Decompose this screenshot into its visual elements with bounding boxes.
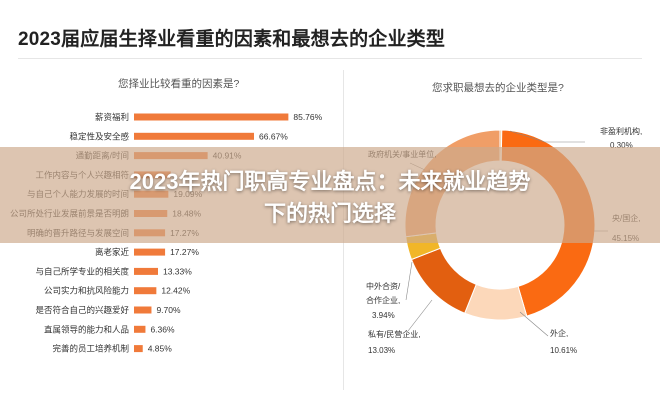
pie-slice-value: 0.30% — [610, 141, 633, 150]
pie-slice-label: 私有/民营企业, — [368, 329, 420, 339]
bar-category-label: 公司实力和抗风险能力 — [44, 286, 129, 296]
bar-category-label: 完善的员工培养机制 — [52, 344, 129, 354]
bar-value-label: 4.85% — [148, 344, 173, 354]
pie-chart-title: 您求职最想去的企业类型是? — [432, 82, 564, 94]
bar-value-label: 13.33% — [163, 266, 192, 276]
leader-line — [509, 130, 585, 143]
bar-12 — [134, 345, 143, 353]
bar-0 — [134, 113, 289, 121]
bar-value-label: 6.36% — [150, 324, 175, 334]
pie-slice-value: 3.94% — [372, 311, 395, 320]
bar-7 — [134, 248, 166, 256]
pie-slice-value: 13.03% — [368, 346, 395, 355]
bar-11 — [134, 325, 146, 333]
leader-line — [407, 299, 433, 332]
donut-slice-3 — [410, 247, 477, 314]
bar-chart-title: 您择业比较看重的因素是? — [118, 78, 240, 90]
bar-category-label: 稳定性及安全感 — [69, 131, 129, 141]
banner-headline: 2023年热门职高专业盘点：未来就业趋势 下的热门选择 — [0, 166, 660, 230]
bar-9 — [134, 287, 157, 295]
bar-value-label: 9.70% — [156, 305, 181, 315]
bar-category-label: 离老家近 — [95, 247, 130, 257]
bar-category-label: 与自己所学专业的相关度 — [35, 266, 129, 276]
pie-slice-label: 中外合资/ — [366, 281, 401, 291]
bar-value-label: 17.27% — [170, 247, 199, 257]
pie-slice-label: 非盈利机构, — [600, 126, 642, 136]
bar-category-label: 薪资福利 — [95, 112, 129, 122]
bar-category-label: 是否符合自己的兴趣爱好 — [35, 305, 129, 315]
bar-category-label: 直属领导的能力和人品 — [44, 324, 129, 334]
pie-slice-label: 外企, — [550, 328, 568, 338]
bar-value-label: 12.42% — [161, 286, 190, 296]
pie-slice-label-cont: 合作企业, — [366, 295, 400, 305]
leader-line — [519, 311, 549, 337]
bar-10 — [134, 306, 152, 314]
headline-banner — [0, 147, 660, 243]
banner-line-2: 下的热门选择 — [263, 201, 396, 226]
banner-line-1: 2023年热门职高专业盘点：未来就业趋势 — [129, 169, 531, 194]
title-divider — [18, 58, 642, 59]
bar-value-label: 66.67% — [259, 131, 288, 141]
bar-1 — [134, 132, 255, 140]
bar-value-label: 85.76% — [293, 112, 322, 122]
bar-8 — [134, 267, 158, 275]
leader-line — [405, 261, 413, 301]
pie-slice-value: 10.61% — [550, 346, 577, 355]
page-title: 2023届应届生择业看重的因素和最想去的企业类型 — [18, 29, 446, 50]
